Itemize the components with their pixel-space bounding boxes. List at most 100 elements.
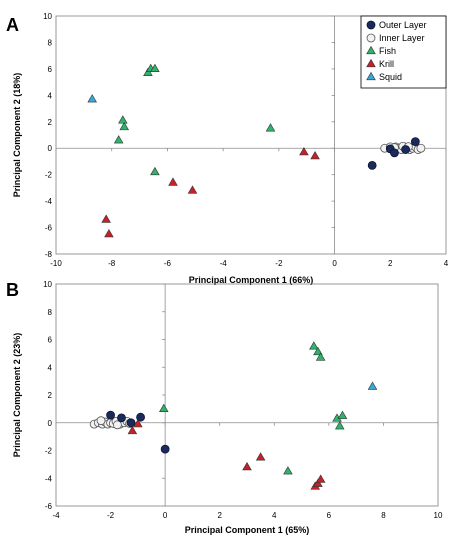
panel-a-y-axis-label: Principal Component 2 (18%) — [12, 73, 22, 198]
x-tick-label: 2 — [388, 259, 393, 268]
inner-point — [416, 143, 426, 153]
outer-point — [106, 410, 115, 420]
x-tick-label: -8 — [108, 259, 116, 268]
outer-point — [410, 137, 420, 147]
y-tick-label: 4 — [48, 363, 53, 372]
inner-point — [96, 416, 106, 426]
panel-a-letter: A — [6, 15, 19, 35]
x-tick-label: -2 — [107, 511, 115, 520]
fish-point — [315, 352, 326, 361]
outer-point — [401, 145, 411, 154]
krill-point — [133, 418, 143, 428]
y-tick-label: 10 — [43, 280, 52, 289]
y-tick-label: 6 — [48, 336, 53, 345]
squid-point — [367, 381, 378, 390]
fish-point — [150, 63, 160, 72]
outer-point — [367, 161, 377, 170]
outer-point — [160, 444, 170, 454]
legend-box — [360, 15, 447, 89]
krill-point — [315, 474, 326, 483]
inner-point — [112, 420, 122, 430]
krill-point — [187, 185, 198, 194]
x-tick-label: -4 — [52, 511, 60, 520]
outer-point — [390, 148, 399, 158]
fish-point — [118, 115, 128, 124]
fish-point — [313, 346, 323, 356]
x-tick-label: 6 — [327, 511, 332, 520]
y-tick-label: 0 — [48, 144, 53, 153]
krill-point — [168, 177, 178, 186]
fish-point — [159, 403, 169, 412]
krill-point — [313, 478, 323, 487]
fish-point — [335, 421, 345, 430]
x-tick-label: -4 — [220, 259, 228, 268]
fish-point — [283, 466, 293, 475]
legend-inner-label: Inner Layer — [379, 33, 425, 43]
outer-point — [136, 412, 145, 422]
outer-point — [117, 413, 126, 423]
fish-point — [150, 166, 160, 176]
y-tick-label: 6 — [48, 65, 53, 74]
krill-point — [104, 229, 114, 238]
x-tick-label: -6 — [164, 259, 172, 268]
x-tick-label: 4 — [444, 259, 449, 268]
x-tick-label: -2 — [275, 259, 283, 268]
fish-point — [119, 121, 130, 131]
legend-items: Outer Layer Inner Layer Fish Krill Squid — [366, 20, 427, 82]
y-tick-label: -2 — [45, 447, 53, 456]
legend-outer-marker — [366, 20, 376, 30]
krill-point — [310, 150, 320, 160]
krill-point — [101, 214, 111, 223]
y-tick-label: -4 — [45, 197, 53, 206]
y-tick-label: 8 — [48, 308, 53, 317]
fish-point — [337, 410, 348, 419]
x-tick-label: 2 — [217, 511, 222, 520]
panel-b-x-axis-label: Principal Component 1 (65%) — [185, 525, 310, 535]
legend-krill-label: Krill — [379, 59, 394, 69]
squid-point — [87, 94, 97, 103]
panel-a-plot-area — [55, 15, 447, 255]
legend-krill-marker — [366, 58, 376, 68]
x-tick-label: -10 — [50, 259, 62, 268]
fish-point — [309, 341, 319, 350]
krill-point — [255, 452, 266, 461]
y-tick-label: 10 — [43, 12, 52, 21]
panel-b-letter: B — [6, 280, 19, 300]
y-tick-label: -8 — [45, 250, 53, 259]
x-tick-label: 4 — [272, 511, 277, 520]
legend-inner-marker — [366, 33, 376, 43]
y-tick-label: 2 — [48, 118, 53, 127]
x-tick-label: 0 — [332, 259, 337, 268]
x-tick-label: 0 — [163, 511, 168, 520]
x-tick-label: 8 — [381, 511, 386, 520]
legend-squid-marker — [366, 71, 376, 81]
x-tick-label: 10 — [434, 511, 443, 520]
y-tick-label: 4 — [48, 91, 53, 100]
fish-point — [265, 123, 276, 132]
legend-squid-label: Squid — [379, 72, 402, 82]
y-tick-label: 0 — [48, 419, 53, 428]
y-tick-label: -6 — [45, 224, 53, 233]
krill-point — [242, 461, 252, 471]
panel-b-plot-area — [55, 283, 439, 507]
legend-fish-marker — [366, 45, 376, 55]
y-tick-label: 2 — [48, 391, 53, 400]
panel-b-y-axis-label: Principal Component 2 (23%) — [12, 333, 22, 458]
fish-point — [113, 135, 124, 144]
y-tick-label: -4 — [45, 474, 53, 483]
y-tick-label: 8 — [48, 38, 53, 47]
legend-outer-label: Outer Layer — [379, 20, 427, 30]
legend-fish-label: Fish — [379, 46, 396, 56]
legend: Outer Layer Inner Layer Fish Krill Squid — [360, 15, 447, 89]
krill-point — [127, 425, 138, 435]
krill-point — [299, 147, 309, 156]
outer-point — [126, 418, 136, 428]
y-tick-label: -6 — [45, 502, 53, 511]
panel-a-x-axis-label: Principal Component 1 (66%) — [189, 275, 314, 285]
y-tick-label: -2 — [45, 171, 53, 180]
